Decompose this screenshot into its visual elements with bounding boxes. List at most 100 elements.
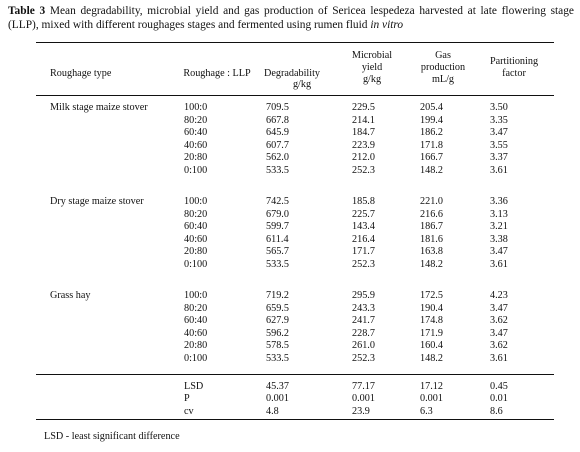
table-cell: 0:100 — [184, 353, 208, 364]
data-table: Roughage type Roughage : LLP Degradabili… — [36, 42, 554, 422]
group-label: Milk stage maize stover — [50, 102, 148, 113]
table-cell: 80:20 — [184, 114, 208, 126]
header-gas-1: Gas — [435, 50, 451, 61]
caption-text: Mean degradability, microbial yield and … — [8, 5, 574, 31]
table-cell: 3.36 — [490, 196, 508, 207]
table-cell: 40:60 — [184, 139, 208, 151]
table-cell: 181.6 — [420, 233, 443, 245]
stat-cell: 0.001 — [420, 393, 443, 405]
table-cell: 667.8 — [266, 114, 289, 126]
table-cell: 216.6 — [420, 208, 443, 220]
bottom-rule — [36, 419, 554, 421]
stat-label: P — [184, 393, 190, 405]
table-cell: 3.47 — [490, 127, 508, 139]
stat-cell: 23.9 — [352, 405, 370, 417]
table-cell: 3.35 — [490, 114, 508, 126]
table-label: Table 3 — [8, 5, 46, 17]
group-label: Grass hay — [50, 290, 91, 301]
table-cell: 20:80 — [184, 246, 208, 258]
stat-cell: 6.3 — [420, 405, 433, 417]
table-cell: 709.5 — [266, 102, 289, 113]
table-cell: 3.61 — [490, 259, 508, 270]
table-cell: 0:100 — [184, 165, 208, 176]
header-degradability-2: g/kg — [292, 79, 312, 90]
table-cell: 295.9 — [352, 290, 375, 301]
table-cell: 565.7 — [266, 246, 289, 258]
table-cell: 3.47 — [490, 327, 508, 339]
stat-cell: 0.001 — [352, 393, 375, 405]
table-cell: 166.7 — [420, 152, 443, 164]
caption-italic: in vitro — [370, 19, 404, 31]
table-cell: 533.5 — [266, 259, 289, 270]
table-cell: 20:80 — [184, 152, 208, 164]
stat-cell: 45.37 — [266, 381, 289, 392]
table-cell: 174.8 — [420, 315, 443, 327]
table-cell: 252.3 — [352, 165, 375, 176]
table-cell: 3.62 — [490, 340, 508, 352]
header-microbial-2: yield — [361, 62, 383, 73]
group-label: Dry stage maize stover — [50, 196, 144, 207]
table-cell: 60:40 — [184, 221, 208, 233]
table-cell: 225.7 — [352, 208, 375, 220]
table-cell: 627.9 — [266, 315, 289, 327]
table-cell: 645.9 — [266, 127, 289, 139]
table-cell: 3.61 — [490, 165, 508, 176]
header-ratio: Roughage : LLP — [183, 68, 251, 79]
stat-cell: 0.01 — [490, 393, 508, 405]
table-cell: 205.4 — [420, 102, 443, 113]
table-cell: 3.55 — [490, 139, 508, 151]
header-roughage-type: Roughage type — [50, 68, 112, 79]
table-cell: 190.4 — [420, 302, 443, 314]
table-cell: 679.0 — [266, 208, 289, 220]
table-cell: 214.1 — [352, 114, 375, 126]
table-cell: 611.4 — [266, 233, 289, 245]
stats-rule — [36, 374, 554, 375]
table-cell: 40:60 — [184, 327, 208, 339]
table-cell: 0:100 — [184, 259, 208, 270]
header-rule — [36, 95, 554, 96]
stat-label: cv — [184, 405, 194, 417]
stat-label: LSD — [184, 381, 204, 392]
table-cell: 252.3 — [352, 259, 375, 270]
table-cell: 221.0 — [420, 196, 443, 207]
table-cell: 148.2 — [420, 165, 443, 176]
table-cell: 60:40 — [184, 127, 208, 139]
table-cell: 252.3 — [352, 353, 375, 364]
table-cell: 3.47 — [490, 246, 508, 258]
table-cell: 60:40 — [184, 315, 208, 327]
table-cell: 241.7 — [352, 315, 375, 327]
table-cell: 578.5 — [266, 340, 289, 352]
table-cell: 184.7 — [352, 127, 375, 139]
stat-cell: 8.6 — [490, 405, 503, 417]
table-cell: 228.7 — [352, 327, 375, 339]
table-cell: 3.13 — [490, 208, 508, 220]
table-cell: 186.2 — [420, 127, 443, 139]
table-cell: 659.5 — [266, 302, 289, 314]
table-cell: 148.2 — [420, 259, 443, 270]
top-rule — [36, 42, 554, 44]
table-cell: 100:0 — [184, 196, 208, 207]
table-cell: 3.21 — [490, 221, 508, 233]
header-gas-2: production — [420, 62, 466, 73]
footnote: LSD - least significant difference — [44, 431, 180, 442]
table-cell: 3.50 — [490, 102, 508, 113]
header-partitioning-1: Partitioning — [489, 56, 539, 67]
header-degradability-1: Degradability — [263, 68, 320, 79]
table-cell: 171.7 — [352, 246, 375, 258]
table-cell: 596.2 — [266, 327, 289, 339]
table-cell: 261.0 — [352, 340, 375, 352]
table-cell: 562.0 — [266, 152, 289, 164]
table-cell: 100:0 — [184, 290, 208, 301]
table-cell: 533.5 — [266, 165, 289, 176]
table-cell: 223.9 — [352, 139, 375, 151]
stat-cell: 4.8 — [266, 405, 279, 417]
table-cell: 80:20 — [184, 302, 208, 314]
table-cell: 533.5 — [266, 353, 289, 364]
table-cell: 186.7 — [420, 221, 443, 233]
stat-cell: 17.12 — [420, 381, 443, 392]
table-cell: 148.2 — [420, 353, 443, 364]
table-cell: 143.4 — [352, 221, 375, 233]
table-cell: 3.47 — [490, 302, 508, 314]
table-cell: 160.4 — [420, 340, 443, 352]
header-partitioning-2: factor — [502, 68, 526, 79]
